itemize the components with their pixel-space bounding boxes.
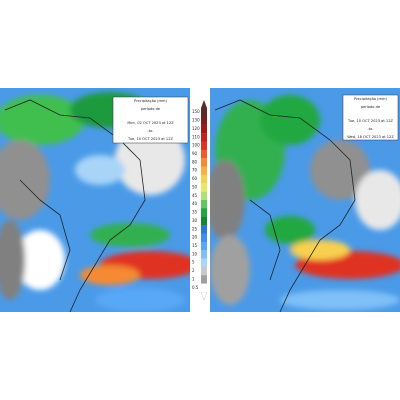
colorbar-tip <box>201 100 207 108</box>
colorbar-segment <box>201 141 207 151</box>
colorbar-label: 0.5 <box>192 285 199 290</box>
colorbar-label: 60 <box>192 176 198 181</box>
colorbar-label: 110 <box>192 134 200 139</box>
colorbar-label: 25 <box>192 226 198 231</box>
colorbar-label: 5 <box>192 260 195 265</box>
colorbar-label: 50 <box>192 184 198 189</box>
legend-text: período de <box>361 105 381 109</box>
colorbar-label: 120 <box>192 126 200 131</box>
colorbar-label: 80 <box>192 159 198 164</box>
legend-text: Tue, 10 OCT 2023 at 12Z <box>127 137 173 141</box>
colorbar-segment <box>201 216 207 226</box>
colorbar: 1501301201101009080706050454035302520151… <box>192 100 208 301</box>
legend-text: período de <box>141 107 161 111</box>
colorbar-label: 10 <box>192 251 198 256</box>
legend-text: Wed, 18 OCT 2023 at 12Z <box>347 135 394 139</box>
colorbar-segment <box>201 275 207 284</box>
colorbar-label: 45 <box>192 193 198 198</box>
colorbar-segment <box>201 158 207 167</box>
colorbar-segment <box>201 191 207 201</box>
colorbar-segment <box>201 208 207 217</box>
colorbar-segment <box>201 266 207 276</box>
colorbar-segment <box>201 133 207 142</box>
colorbar-segment <box>201 283 207 293</box>
colorbar-segment <box>201 250 207 259</box>
colorbar-label: 20 <box>192 235 198 240</box>
legend-text: Mon, 02 OCT 2023 at 12Z <box>127 121 174 125</box>
colorbar-segment <box>201 233 207 243</box>
colorbar-tip <box>200 291 208 301</box>
legend-box: Precipitação (mm) período de Mon, 02 OCT 2… <box>112 96 189 144</box>
colorbar-segment <box>201 174 207 184</box>
legend-box: Precipitação (mm) período de Tue, 10 OCT 2… <box>342 94 399 141</box>
colorbar-segment <box>201 225 207 234</box>
legend-text: Precipitação (mm) <box>354 97 388 101</box>
colorbar-segment <box>201 200 207 209</box>
colorbar-label: 70 <box>192 168 198 173</box>
colorbar-label: 130 <box>192 118 200 123</box>
colorbar-label: 2 <box>192 268 195 273</box>
legend-text: -to- <box>367 127 374 131</box>
colorbar-label: 100 <box>192 143 200 148</box>
colorbar-label: 150 <box>192 109 200 114</box>
legend-text: Tue, 10 OCT 2023 at 12Z <box>347 119 393 123</box>
colorbar-segment <box>201 166 207 176</box>
colorbar-label: 30 <box>192 218 198 223</box>
colorbar-segment <box>201 124 207 134</box>
legend-text: Precipitação (mm) <box>134 99 168 103</box>
colorbar-segment <box>201 108 207 117</box>
colorbar-segment <box>201 116 207 125</box>
colorbar-segment <box>201 183 207 192</box>
colorbar-label: 40 <box>192 201 198 206</box>
colorbar-label: 15 <box>192 243 198 248</box>
colorbar-segment <box>201 241 207 251</box>
legend-text: -to- <box>147 129 154 133</box>
colorbar-label: 1 <box>192 276 195 281</box>
colorbar-segment <box>201 149 207 159</box>
colorbar-label: 90 <box>192 151 198 156</box>
colorbar-label: 35 <box>192 210 198 215</box>
colorbar-segment <box>201 258 207 268</box>
